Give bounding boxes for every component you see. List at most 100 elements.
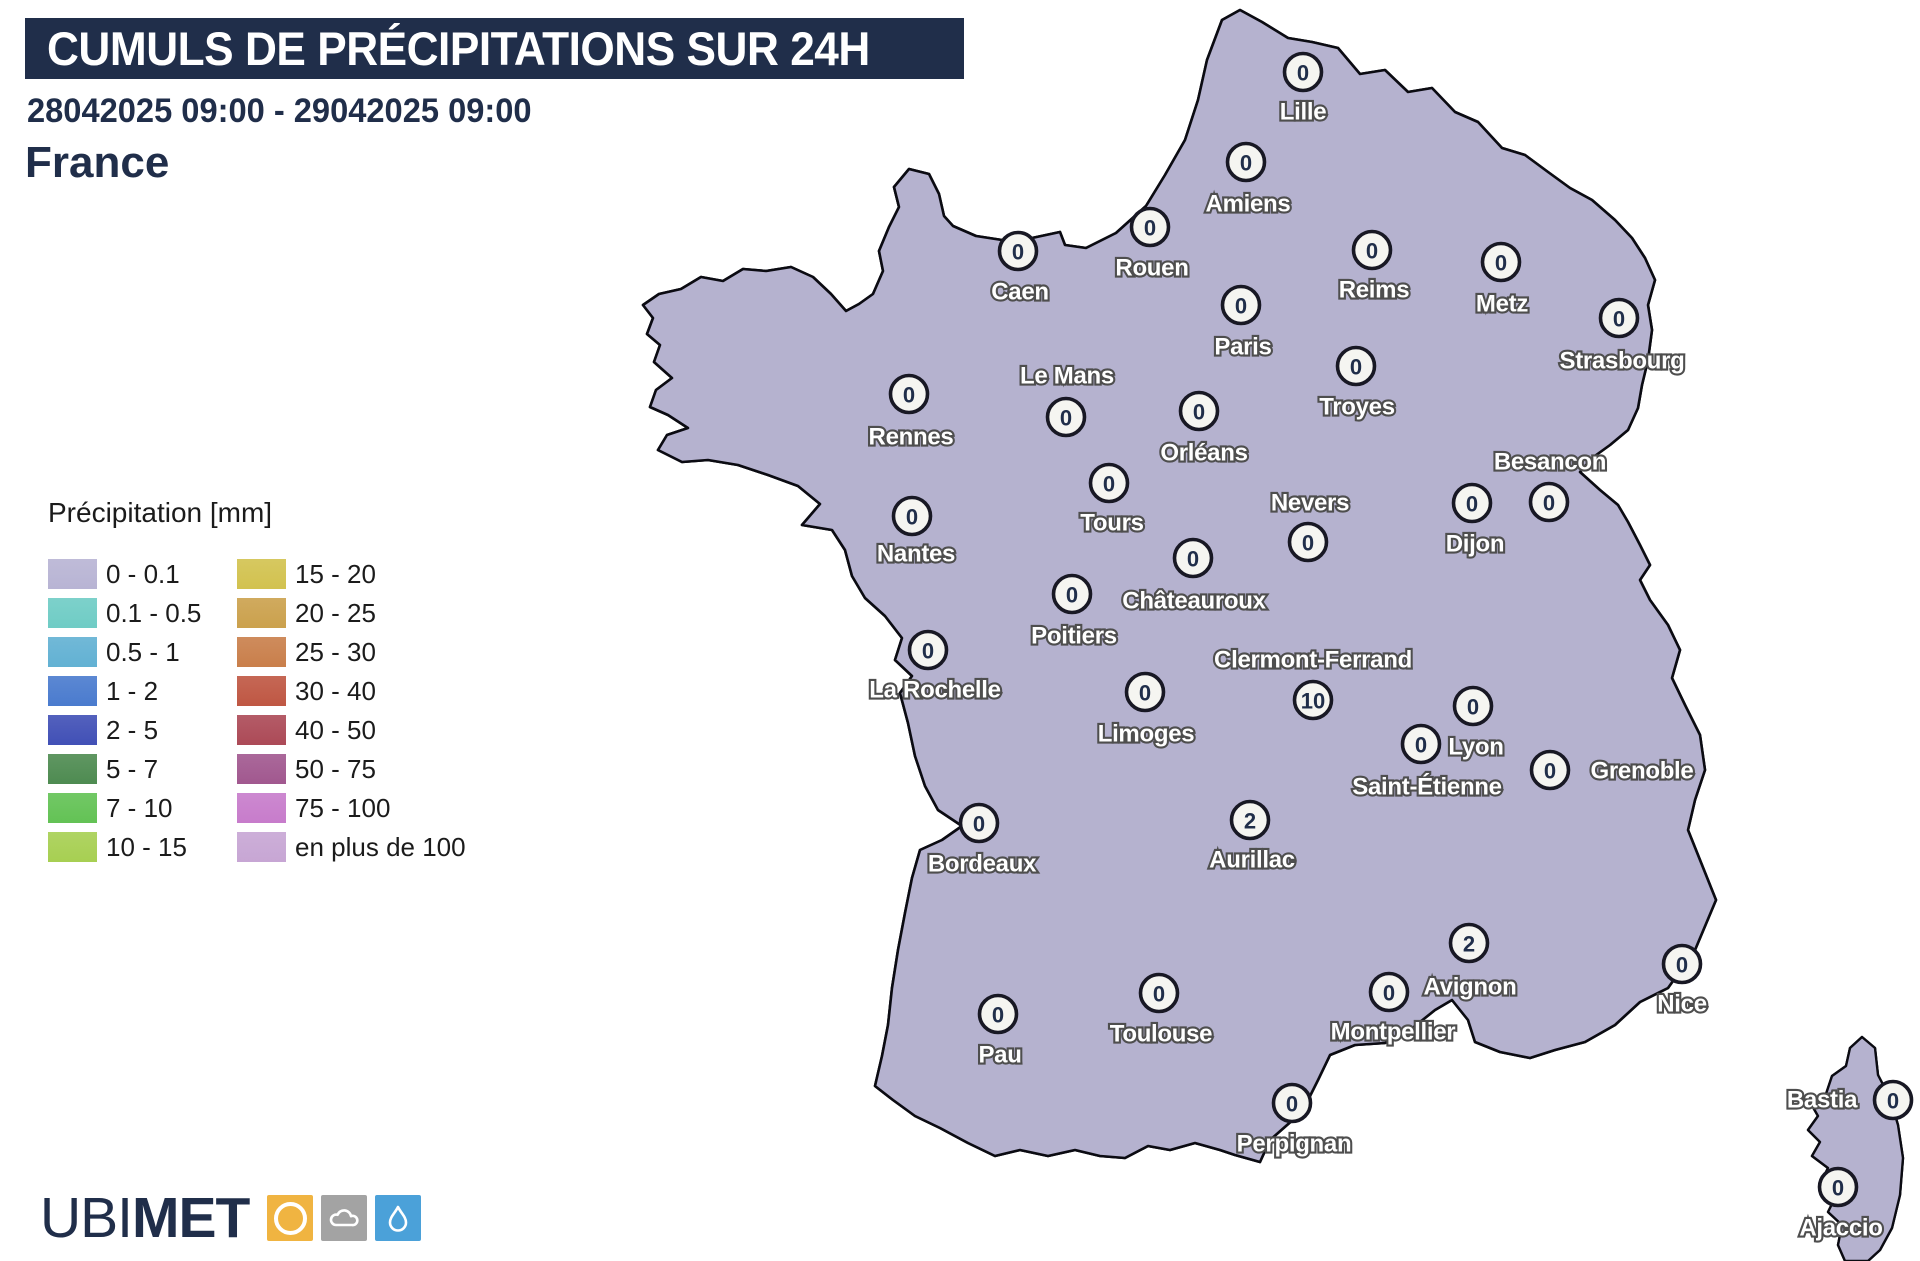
city-value: 0 [1544,759,1556,784]
city-value-badge [1451,482,1493,524]
city-marker: 0 Nantes [875,495,958,570]
legend-range-label: 50 - 75 [295,753,376,784]
city-name-label: Orléans [1160,440,1247,467]
city-name-label: Ajaccio [1799,1215,1882,1242]
city-marker: 10 Clermont-Ferrand [1212,644,1414,721]
legend-title: Précipitation [mm] [48,497,273,528]
city-value-badge [1282,51,1324,93]
city-name-label: Paris [1214,334,1271,361]
city-name-label: Tours [1080,510,1143,537]
city-name-label: Reims [1339,277,1410,304]
legend-swatch [237,598,286,628]
city-value-badge [1287,521,1329,563]
city-value: 0 [1832,1176,1844,1201]
legend-range-label: 5 - 7 [106,753,159,784]
city-value: 10 [1301,689,1325,714]
city-value: 0 [992,1003,1004,1028]
city-value: 0 [1187,547,1199,572]
legend-range-label: en plus de 100 [295,831,466,862]
legend-item: 75 - 100 [237,793,466,823]
legend-item: 7 - 10 [48,793,237,823]
city-value: 0 [973,812,985,837]
city-name-label: Besancon [1494,449,1606,476]
city-name-label: Lille [1280,99,1327,126]
city-name-label: Poitiers [1031,623,1117,650]
city-value: 0 [1139,681,1151,706]
city-name-label: Avignon [1424,974,1517,1001]
city-marker: 0 Pau [976,993,1024,1071]
city-name-label: Montpellier [1331,1019,1456,1046]
city-value-badge [1124,671,1166,713]
cloud-icon [321,1195,368,1241]
city-name-label: Troyes [1319,394,1395,421]
city-value-badge [1292,679,1334,721]
legend-range-label: 15 - 20 [295,558,376,589]
ubimet-wordmark: UBIMET [40,1190,250,1247]
city-marker: 2 Aurillac [1207,799,1297,876]
legend-swatch [237,754,286,784]
city-name-label: Pau [978,1042,1021,1069]
city-name-label: Amiens [1206,191,1291,218]
city-value: 0 [1466,492,1478,517]
legend-item: 10 - 15 [48,832,237,862]
city-value: 0 [903,383,915,408]
cities-layer: 0 Lille 0 Amiens 0 Rouen 0 Caen 0 Reims 0 Metz 0 Stra… [866,51,1914,1244]
city-value: 0 [1297,61,1309,86]
city-name-label: Caen [991,279,1049,306]
city-name-label: Saint-Étienne [1352,773,1501,801]
legend-swatch [48,637,97,667]
city-value-badge [1452,685,1494,727]
city-value-badge [1088,462,1130,504]
brand-prefix: UBI [40,1186,133,1250]
logo-weather-icons [267,1195,429,1241]
city-marker: 0 Bordeaux [926,802,1039,880]
city-value: 0 [1415,733,1427,758]
city-name-label: Lyon [1448,734,1503,761]
legend-swatch [48,832,97,862]
city-marker: 0 Toulouse [1108,972,1215,1050]
city-marker: 0 Troyes [1317,345,1397,423]
legend-range-label: 2 - 5 [106,714,159,745]
city-marker: 0 Lille [1278,51,1329,128]
city-value-badge [1661,943,1703,985]
city-marker: 0 Nevers [1269,487,1352,563]
city-value-badge [891,495,933,537]
city-value: 0 [1543,491,1555,516]
legend-range-label: 0 - 0.1 [106,558,180,589]
legend-swatch [237,832,286,862]
city-value: 0 [1153,982,1165,1007]
city-name-label: Grenoble [1591,758,1694,785]
city-value-badge [888,373,930,415]
city-marker: 0 Metz [1474,241,1531,320]
legend-swatch [237,715,286,745]
legend-item: 2 - 5 [48,715,237,745]
city-value-badge [1817,1166,1859,1208]
city-name-label: Bordeaux [928,851,1037,878]
city-value: 0 [1012,240,1024,265]
city-name-label: Limoges [1098,721,1195,748]
city-value-badge [1129,206,1171,248]
precipitation-legend: Précipitation [mm] 0 - 0.1 0.1 - 0.5 0.5 -… [48,497,466,871]
legend-item: 30 - 40 [237,676,466,706]
city-marker: 0 Caen [989,230,1051,308]
legend-range-label: 20 - 25 [295,597,376,628]
city-marker: 0 Grenoble [1529,749,1696,791]
city-value-badge [1872,1079,1914,1121]
coastline-stroke [641,8,1718,1164]
city-value-badge [907,629,949,671]
city-value-badge [1528,481,1570,523]
legend-range-label: 25 - 30 [295,636,376,667]
city-value: 0 [1613,307,1625,332]
city-name-label: Le Mans [1020,363,1114,390]
legend-column-2: 15 - 20 20 - 25 25 - 30 30 - 40 40 - 50 50 - … [237,559,466,871]
city-value: 0 [1060,406,1072,431]
legend-column-1: 0 - 0.1 0.1 - 0.5 0.5 - 1 1 - 2 2 - 5 5 - 7 7 … [48,559,237,871]
legend-swatch [48,715,97,745]
city-value-badge [1178,390,1220,432]
legend-swatch [48,793,97,823]
city-marker: 0 Limoges [1096,671,1197,750]
city-marker: 0 Lyon [1446,685,1506,763]
city-name-label: Metz [1476,291,1528,318]
legend-item: 25 - 30 [237,637,466,667]
city-marker: 0 Tours [1078,462,1146,539]
